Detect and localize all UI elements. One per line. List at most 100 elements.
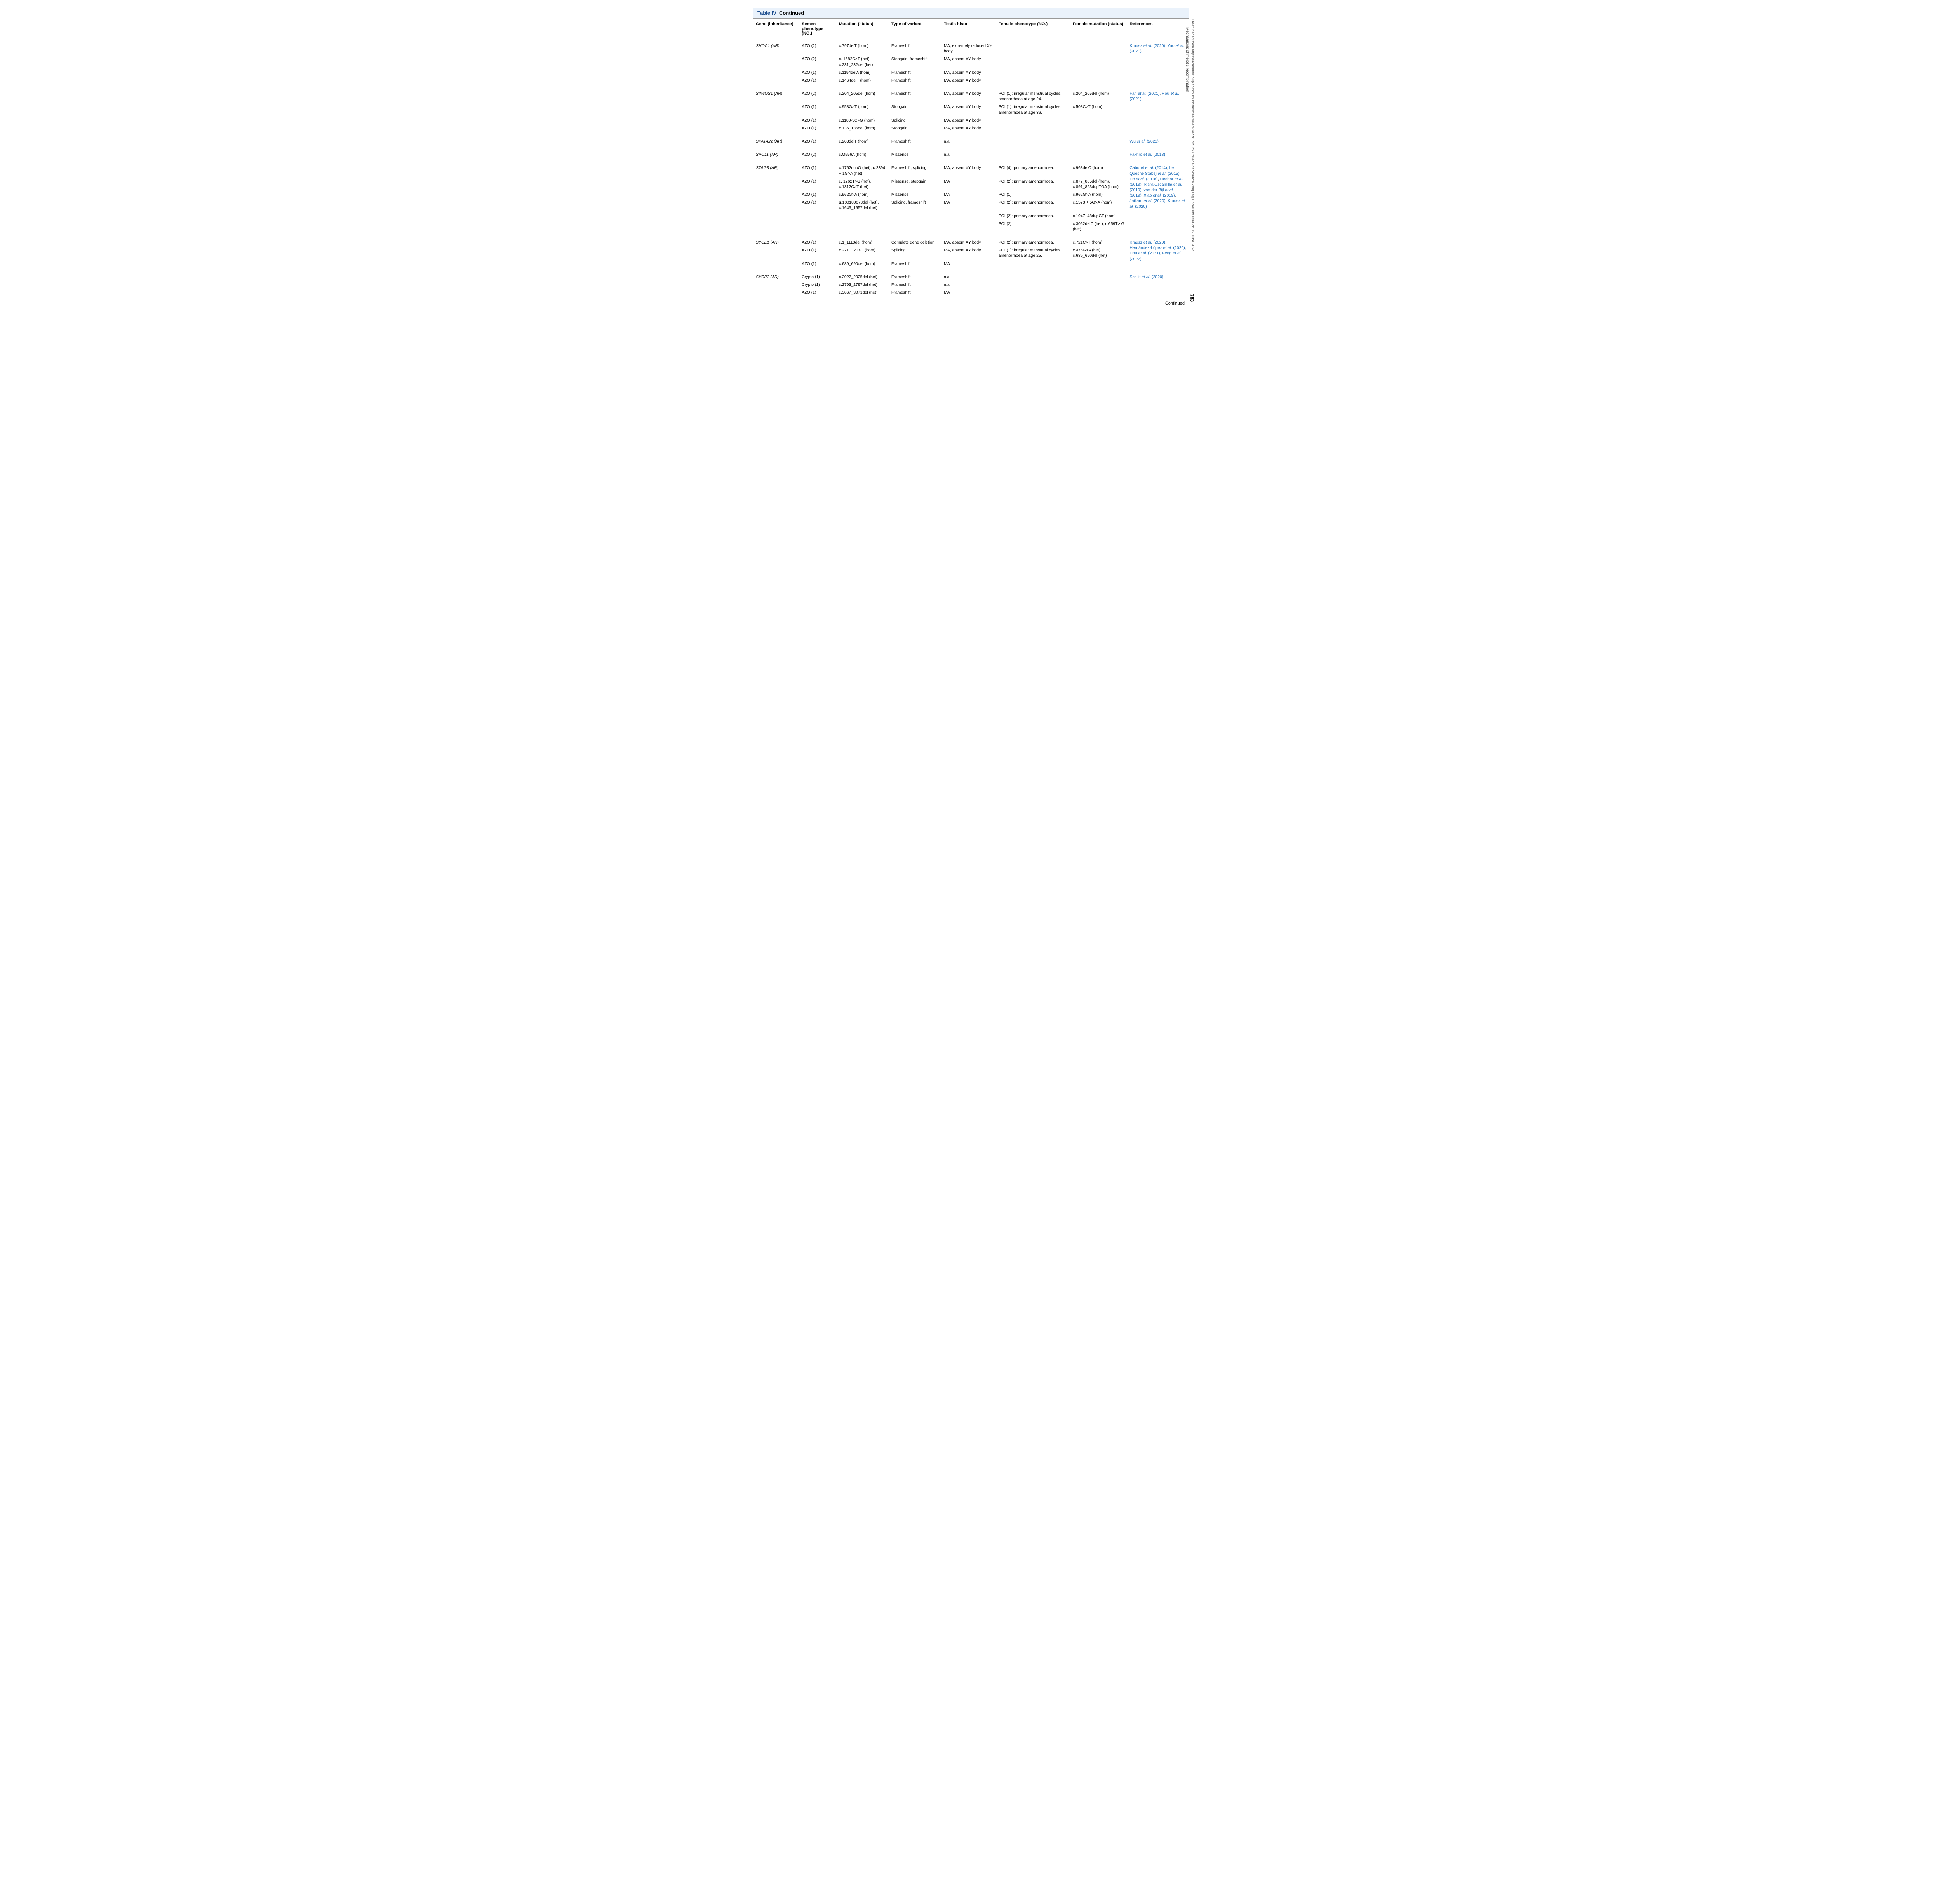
gene-cell: STAG3 (AR): [753, 161, 799, 236]
cell: MA, absent XY body: [941, 55, 996, 68]
ref-link[interactable]: Xiao et al. (2019): [1144, 193, 1175, 198]
col-female-mut: Female mutation (status): [1070, 19, 1127, 39]
cell: Frameshift: [889, 289, 941, 299]
cell: MA: [941, 260, 996, 270]
cell: AZO (1): [799, 246, 837, 259]
cell: AZO (1): [799, 260, 837, 270]
cell: AZO (2): [799, 87, 837, 103]
table-row: AZO (1) c.962G>A (hom) Missense MA POI (…: [753, 191, 1189, 198]
cell: Frameshift: [889, 260, 941, 270]
table-row: AZO (1) c.271 + 2T>C (hom) Splicing MA, …: [753, 246, 1189, 259]
table-row: AZO (1) c.1464delT (hom) Frameshift MA, …: [753, 77, 1189, 87]
cell: POI (2): primary amenorrhoea.: [996, 198, 1070, 212]
cell: Frameshift: [889, 69, 941, 77]
refs-cell: Fakhro et al. (2018): [1127, 148, 1189, 161]
table-row: AZO (1) c.3067_3071del (het) Frameshift …: [753, 289, 1189, 299]
cell: MA: [941, 198, 996, 212]
ref-link[interactable]: Fakhro et al. (2018): [1129, 152, 1165, 157]
cell: AZO (1): [799, 289, 837, 299]
cell: c.877_885del (hom), c.891_893dupTGA (hom…: [1070, 178, 1127, 191]
ref-link[interactable]: Krausz et al. (2020): [1129, 44, 1165, 48]
cell: c.204_205del (hom): [837, 87, 889, 103]
ref-link[interactable]: Jaillard et al. (2020): [1129, 198, 1165, 203]
col-female-pheno: Female phenotype (NO.): [996, 19, 1070, 39]
cell: c.689_690del (hom): [837, 260, 889, 270]
ref-link[interactable]: Hernández-López et al. (2020): [1129, 245, 1185, 250]
cell: g.100180673del (het), c.1645_1657del (he…: [837, 198, 889, 212]
gene-cell: SPATA22 (AR): [753, 135, 799, 148]
ref-link[interactable]: Hou et al. (2021): [1129, 251, 1160, 256]
col-semen: Semen phenotype (NO.): [799, 19, 837, 39]
cell: MA, absent XY body: [941, 77, 996, 87]
table-row: SYCE1 (AR) AZO (1) c.1_1113del (hom) Com…: [753, 236, 1189, 246]
table-row: AZO (1) c.689_690del (hom) Frameshift MA: [753, 260, 1189, 270]
gene-cell: SYCP2 (AD): [753, 270, 799, 299]
cell: Frameshift: [889, 87, 941, 103]
table-row: SIX6OS1 (AR) AZO (2) c.204_205del (hom) …: [753, 87, 1189, 103]
cell: Splicing: [889, 246, 941, 259]
cell: AZO (1): [799, 103, 837, 116]
table-row: SPO11 (AR) AZO (2) c.G556A (hom) Missens…: [753, 148, 1189, 161]
download-note: Downloaded from https://academic.oup.com…: [1191, 19, 1195, 251]
cell: c. 1262T>G (het), c.1312C>T (het): [837, 178, 889, 191]
table-row: POI (2) c.3052delC (het), c.659T> G (het…: [753, 220, 1189, 236]
cell: c.1464delT (hom): [837, 77, 889, 87]
cell: Frameshift: [889, 39, 941, 56]
gene-cell: SIX6OS1 (AR): [753, 87, 799, 135]
cell: n.a.: [941, 270, 996, 281]
col-refs: References: [1127, 19, 1189, 39]
cell: POI (1): irregular menstrual cycles, ame…: [996, 246, 1070, 259]
gene-cell: SYCE1 (AR): [753, 236, 799, 270]
ref-link[interactable]: Krausz et al. (2020): [1129, 240, 1165, 245]
table-row: SHOC1 (AR) AZO (2) c.797delT (hom) Frame…: [753, 39, 1189, 56]
gene-cell: SHOC1 (AR): [753, 39, 799, 87]
gene-cell: SPO11 (AR): [753, 148, 799, 161]
cell: AZO (1): [799, 124, 837, 135]
gene-table: Gene (inheritance) Semen phenotype (NO.)…: [753, 19, 1189, 299]
table-row: AZO (1) c.1180-3C>G (hom) Splicing MA, a…: [753, 117, 1189, 124]
cell: MA, absent XY body: [941, 161, 996, 177]
cell: POI (4): primary amenorrhoea.: [996, 161, 1070, 177]
cell: Stopgain, frameshift: [889, 55, 941, 68]
table-row: STAG3 (AR) AZO (1) c.1762dupG (het), c.2…: [753, 161, 1189, 177]
cell: c.958G>T (hom): [837, 103, 889, 116]
col-variant: Type of variant: [889, 19, 941, 39]
cell: Missense: [889, 148, 941, 161]
ref-link[interactable]: Fan et al. (2021): [1129, 91, 1159, 96]
cell: AZO (1): [799, 135, 837, 148]
cell: c.1947_48dupCT (hom): [1070, 212, 1127, 220]
table-title-bar: Table IV Continued: [753, 8, 1189, 19]
cell: AZO (1): [799, 178, 837, 191]
col-gene: Gene (inheritance): [753, 19, 799, 39]
ref-link[interactable]: Caburet et al. (2014): [1129, 165, 1167, 170]
cell: MA, extremely reduced XY body: [941, 39, 996, 56]
ref-link[interactable]: He et al. (2018): [1129, 177, 1157, 181]
cell: Splicing, frameshift: [889, 198, 941, 212]
header-row: Gene (inheritance) Semen phenotype (NO.)…: [753, 19, 1189, 39]
cell: MA, absent XY body: [941, 117, 996, 124]
ref-link[interactable]: Wu et al. (2021): [1129, 139, 1159, 144]
col-mutation: Mutation (status): [837, 19, 889, 39]
cell: [996, 39, 1070, 56]
cell: n.a.: [941, 135, 996, 148]
cell: MA: [941, 178, 996, 191]
cell: POI (1): irregular menstrual cycles, ame…: [996, 87, 1070, 103]
cell: [1070, 39, 1127, 56]
cell: c.797delT (hom): [837, 39, 889, 56]
table-label: Table IV: [757, 10, 776, 16]
cell: MA: [941, 191, 996, 198]
table-row: POI (2): primary amenorrhoea. c.1947_48d…: [753, 212, 1189, 220]
cell: c.204_205del (hom): [1070, 87, 1127, 103]
cell: POI (2): primary amenorrhoea.: [996, 212, 1070, 220]
refs-cell: Krausz et al. (2020), Hernández-López et…: [1127, 236, 1189, 270]
refs-cell: Fan et al. (2021), Hou et al. (2021): [1127, 87, 1189, 135]
cell: AZO (2): [799, 39, 837, 56]
cell: Missense, stopgain: [889, 178, 941, 191]
cell: c.2022_2025del (het): [837, 270, 889, 281]
cell: c.475G>A (het), c.689_690del (het): [1070, 246, 1127, 259]
cell: MA, absent XY body: [941, 124, 996, 135]
refs-cell: Caburet et al. (2014), Le Quesne Stabej …: [1127, 161, 1189, 236]
ref-link[interactable]: Schilit et al. (2020): [1129, 275, 1163, 279]
table-row: AZO (2) c. 1582C>T (het), c.231_232del (…: [753, 55, 1189, 68]
cell: c.1_1113del (hom): [837, 236, 889, 246]
